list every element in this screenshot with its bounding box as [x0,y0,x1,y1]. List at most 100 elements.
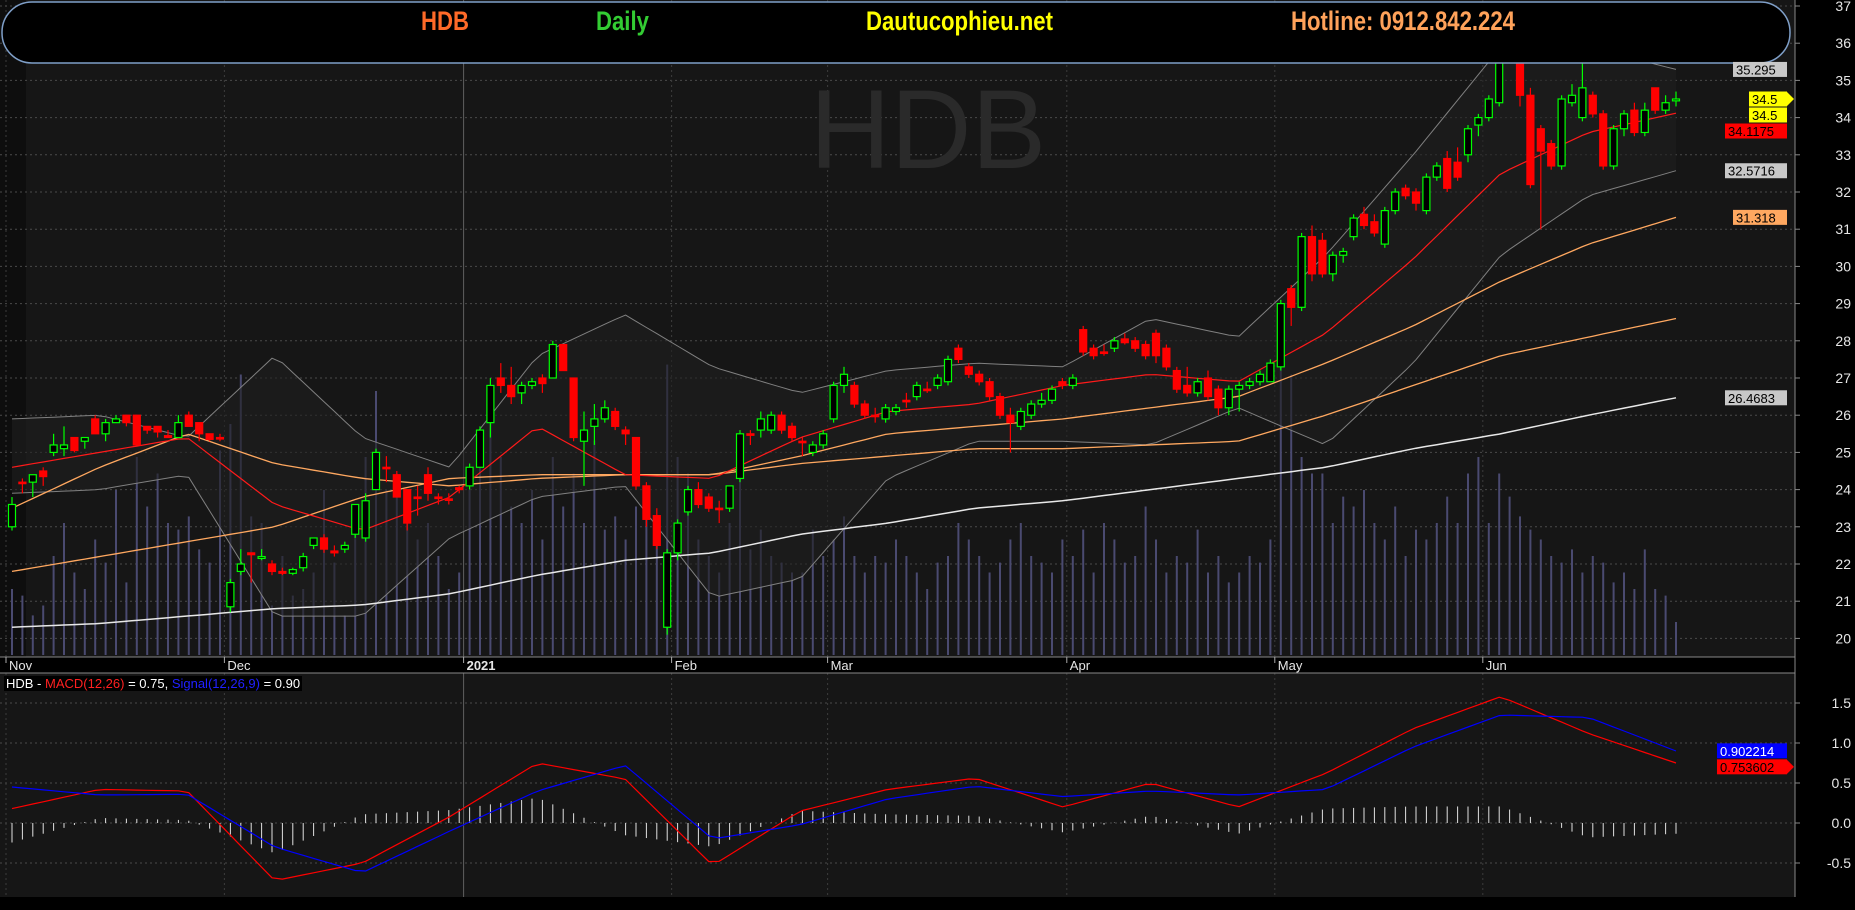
candle [1079,325,1088,356]
volume-bar [31,615,34,655]
candle-body [371,451,381,491]
volume-bar [427,523,429,655]
candle [1661,95,1670,114]
value-tag-text: 26.4683 [1728,391,1775,406]
candle-body [1245,381,1254,387]
price-tick-label: 37 [1835,0,1851,14]
candle [1214,385,1223,416]
macd-legend-macd-value: = 0.75, [124,676,172,691]
volume-bar [1227,582,1230,655]
candle [1411,188,1421,211]
ma50-line [11,216,1677,509]
volume-bar [562,506,565,655]
candle [1432,162,1441,181]
candle [403,489,412,531]
candle [59,426,69,457]
volume-bar [1415,529,1417,655]
candle-body [288,568,297,574]
candle-body [351,503,360,535]
candle [1318,232,1327,278]
volume-bar [1508,496,1511,655]
candle [111,415,121,424]
volume-bar [135,457,138,655]
candle [309,537,318,550]
candle-body [923,388,932,392]
volume-bar [1217,556,1220,655]
candle [964,363,973,378]
volume-bar [1165,572,1168,655]
volume-bar [895,539,897,655]
candle [1484,95,1493,122]
candle [132,414,141,446]
macd-tick-label: 0.0 [1832,815,1852,831]
candle-body [1349,217,1358,238]
candle [184,411,193,427]
value-tag-bg [1717,759,1787,775]
candle-body [1640,109,1649,134]
price-tick-label: 22 [1835,556,1851,572]
volume-bar [1196,529,1199,655]
candle [1110,337,1119,352]
volume-bar [1071,556,1074,655]
candle [122,414,131,427]
bottom-bar [0,897,1855,910]
candle-body [559,343,568,372]
candle [985,378,994,401]
volume-bar [291,595,294,655]
candle [1058,378,1067,390]
header-site[interactable]: Dautucophieu.net [866,6,1053,36]
volume-bar [1113,539,1116,655]
candle-body [631,436,641,487]
candle-body [1058,381,1067,387]
candle [143,425,152,434]
volume-bar [1435,523,1438,655]
value-tag-bg [1725,163,1787,179]
value-tag-text: 0.753602 [1720,760,1774,775]
candle [735,430,745,483]
volume-bar [1467,473,1469,655]
candle [1162,344,1171,371]
value-tag-bg [1725,390,1787,406]
date-label: 2021 [467,658,496,673]
volume-bar [1082,529,1085,655]
macd-legend-macd-name: MACD(12,26) [45,676,125,691]
candle [829,381,838,423]
candle-body [756,418,765,431]
candle-body [1047,388,1057,401]
candle [257,549,266,561]
volume-bar [21,595,24,655]
candle [1609,125,1618,170]
candle [1089,344,1098,360]
candle-body [891,407,901,413]
volume-bar [406,506,409,655]
candle-body [403,489,412,524]
candle-body [1391,191,1400,212]
candle-body [247,552,256,556]
macd-legend: HDB - MACD(12,26) = 0.75, Signal(12,26,9… [4,676,303,691]
volume-bar [1290,374,1293,655]
candle-body [579,429,589,442]
candle [28,474,37,498]
macd-tick-label: 1.0 [1832,735,1852,751]
candle [683,485,693,516]
volume-bar [926,589,929,655]
candle [652,508,661,550]
volume-bar [1051,572,1053,655]
candle-body [1536,128,1545,152]
candle [850,381,859,408]
candle [715,500,724,524]
candle-body [205,433,214,440]
macd-tick-label: 0.5 [1832,775,1852,791]
volume-bar [1207,572,1209,655]
value-tag-text: 31.318 [1736,210,1776,225]
volume-bar [967,539,970,655]
volume-bar [1591,556,1594,655]
candle [621,426,630,445]
volume-bar [1009,539,1012,655]
candle [579,411,589,486]
candle-body [975,373,984,383]
volume-bar [437,556,440,655]
volume-bar [884,562,887,655]
volume-bar [1539,539,1542,655]
